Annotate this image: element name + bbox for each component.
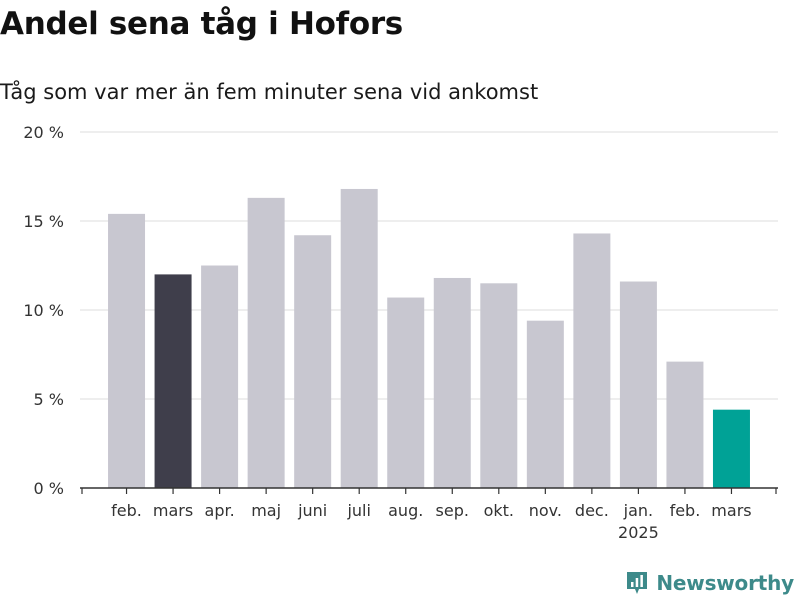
x-tick-label: mars [711,501,751,520]
bar [619,281,657,488]
x-tick-label: feb. [670,501,701,520]
x-tick-label: okt. [484,501,514,520]
y-tick-label: 15 % [23,212,64,231]
brand-name: Newsworthy [656,571,794,595]
x-tick-label: aug. [388,501,423,520]
bar [712,409,750,488]
x-tick-label: dec. [575,501,609,520]
bar [108,213,146,488]
y-tick-label: 10 % [23,301,64,320]
x-tick-label: feb. [111,501,142,520]
x-tick-year-label: 2025 [618,523,659,542]
bar [154,274,192,488]
x-tick-label: juli [346,501,370,520]
brand-logo: Newsworthy [625,570,794,596]
chart-subtitle: Tåg som var mer än fem minuter sena vid … [0,80,539,104]
y-tick-label: 0 % [34,479,64,498]
bar [433,277,471,488]
newsworthy-logo-icon [627,572,648,594]
bar-chart: 0 % 5 % 10 % 15 % 20 % feb. mars apr. maj juni jul… [23,123,778,542]
x-tick-label: jan. [623,501,653,520]
y-tick-label: 20 % [23,123,64,142]
bar [340,188,378,488]
x-tick-label: nov. [529,501,562,520]
x-tick-label: mars [153,501,193,520]
x-tick-label: sep. [436,501,469,520]
bar [573,233,611,488]
bar [666,361,704,488]
x-tick-label: apr. [205,501,235,520]
bar [247,197,285,489]
bar [480,283,518,488]
bar [526,320,564,488]
bar [201,265,239,488]
x-tick-label: maj [251,501,281,520]
y-tick-label: 5 % [34,390,64,409]
bar [387,297,425,488]
x-tick-label: juni [297,501,327,520]
bar [294,235,332,488]
chart-title: Andel sena tåg i Hofors [0,6,403,42]
